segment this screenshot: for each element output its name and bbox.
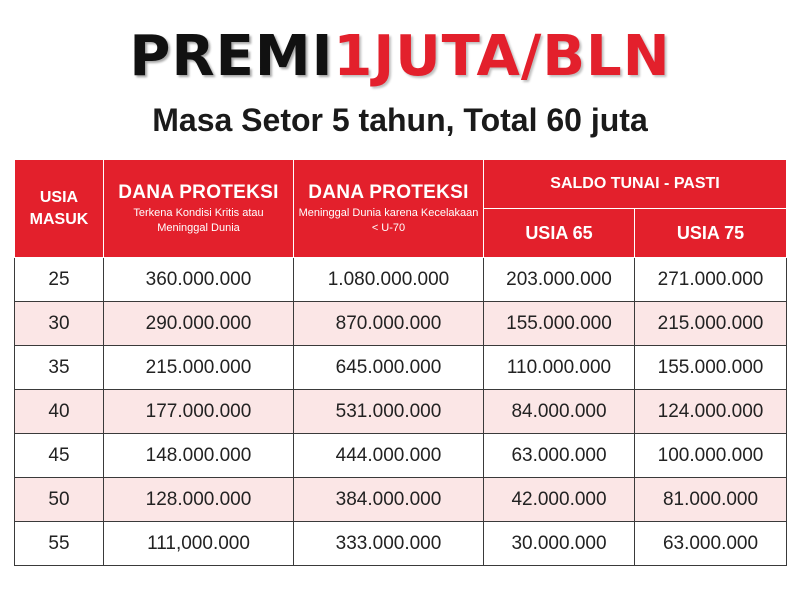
cell-proteksi-kritis: 111,000.000 (103, 521, 294, 566)
cell-proteksi-kritis: 215.000.000 (103, 345, 294, 390)
table-row: 30 290.000.000 870.000.000 155.000.000 2… (14, 301, 788, 346)
cell-proteksi-kecelakaan: 444.000.000 (293, 433, 484, 478)
cell-saldo-75: 63.000.000 (633, 521, 788, 566)
table-row: 55 111,000.000 333.000.000 30.000.000 63… (14, 521, 788, 566)
header-dana-proteksi-kecelakaan-title: DANA PROTEKSI (308, 181, 469, 203)
cell-saldo-65: 30.000.000 (483, 521, 635, 566)
cell-usia: 30 (14, 301, 104, 346)
table-row: 45 148.000.000 444.000.000 63.000.000 10… (14, 433, 788, 478)
cell-proteksi-kecelakaan: 1.080.000.000 (293, 257, 484, 302)
cell-saldo-65: 63.000.000 (483, 433, 635, 478)
cell-saldo-75: 271.000.000 (633, 257, 788, 302)
table-row: 50 128.000.000 384.000.000 42.000.000 81… (14, 477, 788, 522)
cell-saldo-65: 155.000.000 (483, 301, 635, 346)
cell-proteksi-kecelakaan: 384.000.000 (293, 477, 484, 522)
cell-proteksi-kecelakaan: 531.000.000 (293, 389, 484, 434)
cell-proteksi-kritis: 128.000.000 (103, 477, 294, 522)
cell-proteksi-kritis: 177.000.000 (103, 389, 294, 434)
cell-usia: 45 (14, 433, 104, 478)
cell-saldo-75: 124.000.000 (633, 389, 788, 434)
cell-proteksi-kritis: 360.000.000 (103, 257, 294, 302)
cell-proteksi-kecelakaan: 333.000.000 (293, 521, 484, 566)
title-amount: 1JUTA/BLN (333, 24, 671, 89)
table-header-row: USIA MASUK DANA PROTEKSI Terkena Kondisi… (14, 159, 788, 258)
header-dana-proteksi-kecelakaan: DANA PROTEKSI Meninggal Dunia karena Kec… (293, 159, 484, 258)
header-usia-masuk: USIA MASUK (14, 159, 104, 258)
cell-usia: 50 (14, 477, 104, 522)
header-usia-75: USIA 75 (633, 208, 788, 258)
cell-saldo-65: 110.000.000 (483, 345, 635, 390)
cell-usia: 25 (14, 257, 104, 302)
cell-proteksi-kecelakaan: 870.000.000 (293, 301, 484, 346)
cell-saldo-75: 215.000.000 (633, 301, 788, 346)
header-dana-proteksi-kritis: DANA PROTEKSI Terkena Kondisi Kritis ata… (103, 159, 294, 258)
header-usia-65: USIA 65 (483, 208, 635, 258)
cell-usia: 35 (14, 345, 104, 390)
page-title: PREMI1JUTA/BLN (0, 22, 800, 92)
cell-proteksi-kritis: 290.000.000 (103, 301, 294, 346)
cell-proteksi-kecelakaan: 645.000.000 (293, 345, 484, 390)
cell-saldo-75: 81.000.000 (633, 477, 788, 522)
cell-saldo-65: 84.000.000 (483, 389, 635, 434)
cell-saldo-75: 100.000.000 (633, 433, 788, 478)
table-row: 40 177.000.000 531.000.000 84.000.000 12… (14, 389, 788, 434)
cell-saldo-65: 203.000.000 (483, 257, 635, 302)
header-saldo-tunai: SALDO TUNAI - PASTI (482, 159, 788, 209)
header-dana-proteksi-kritis-sub: Terkena Kondisi Kritis atau Meninggal Du… (133, 206, 264, 234)
header-dana-proteksi-kritis-title: DANA PROTEKSI (118, 181, 279, 203)
cell-saldo-75: 155.000.000 (633, 345, 788, 390)
cell-usia: 55 (14, 521, 104, 566)
title-premi: PREMI (129, 24, 334, 89)
table-row: 35 215.000.000 645.000.000 110.000.000 1… (14, 345, 788, 390)
page-subtitle: Masa Setor 5 tahun, Total 60 juta (152, 102, 648, 138)
table-row: 25 360.000.000 1.080.000.000 203.000.000… (14, 257, 788, 302)
table-subheader-row: USIA 65 USIA 75 (15, 208, 788, 258)
cell-proteksi-kritis: 148.000.000 (103, 433, 294, 478)
premium-table: USIA MASUK DANA PROTEKSI Terkena Kondisi… (14, 159, 788, 566)
cell-saldo-65: 42.000.000 (483, 477, 635, 522)
header-dana-proteksi-kecelakaan-sub: Meninggal Dunia karena Kecelakaan < U-70 (298, 206, 479, 234)
cell-usia: 40 (14, 389, 104, 434)
